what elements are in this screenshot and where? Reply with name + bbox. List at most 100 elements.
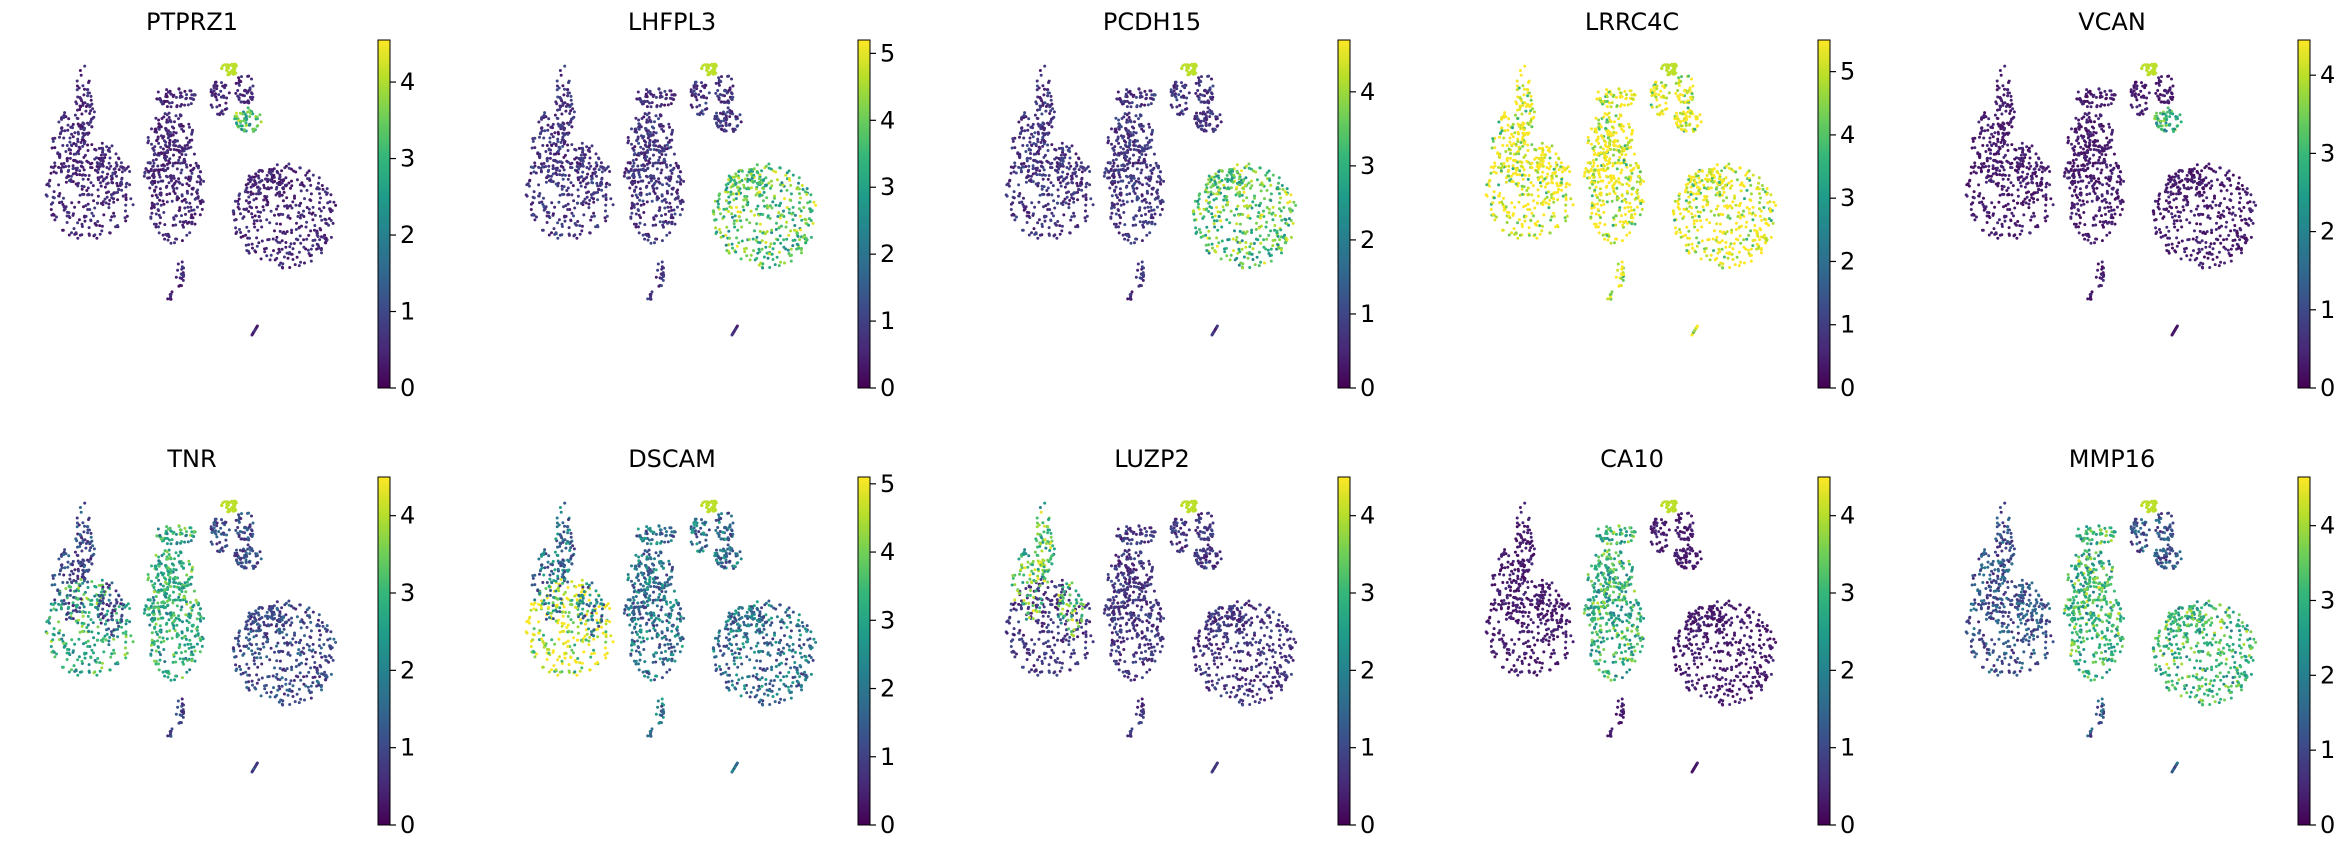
umap-point	[726, 99, 730, 103]
umap-point	[732, 198, 736, 202]
umap-point	[1278, 192, 1281, 196]
umap-point	[191, 216, 195, 220]
umap-point	[578, 181, 582, 185]
umap-point	[1045, 189, 1049, 192]
umap-point	[717, 83, 721, 87]
umap-point	[730, 242, 734, 246]
umap-point	[168, 101, 171, 105]
umap-point	[1569, 197, 1573, 201]
umap-point	[1031, 126, 1034, 130]
umap-point	[1125, 95, 1129, 99]
umap-point	[1564, 198, 1568, 202]
umap-point	[587, 190, 590, 194]
umap-point	[121, 194, 125, 198]
umap-point	[656, 268, 660, 272]
umap-point	[1106, 169, 1110, 173]
umap-point	[636, 164, 640, 168]
umap-point	[569, 98, 573, 102]
umap-point	[165, 150, 169, 154]
umap-point	[86, 186, 90, 190]
umap-point	[1111, 172, 1115, 176]
umap-point	[1117, 151, 1121, 155]
umap-point	[1235, 207, 1238, 211]
umap-point	[1279, 248, 1283, 252]
umap-point	[540, 162, 543, 166]
umap-point	[158, 192, 162, 196]
umap-point	[1271, 211, 1275, 215]
umap-point	[98, 181, 102, 185]
umap-point	[737, 180, 741, 184]
umap-point	[54, 171, 58, 175]
umap-point	[193, 222, 197, 226]
umap-point	[1271, 205, 1275, 209]
umap-point	[1047, 226, 1051, 230]
umap-point	[247, 210, 251, 213]
umap-point	[797, 181, 800, 185]
umap-point	[559, 164, 563, 168]
umap-point	[1254, 203, 1258, 207]
umap-point	[165, 95, 169, 99]
umap-point	[271, 180, 275, 184]
umap-point	[89, 109, 93, 113]
umap-point	[1038, 173, 1042, 177]
umap-point	[1110, 142, 1113, 146]
umap-point	[569, 219, 573, 223]
umap-point	[247, 251, 251, 255]
umap-point	[562, 205, 565, 209]
umap-point	[1046, 186, 1050, 190]
umap-point	[299, 260, 303, 264]
umap-point	[307, 233, 311, 237]
umap-point	[626, 141, 630, 145]
umap-point	[1254, 228, 1258, 231]
umap-point	[1552, 211, 1556, 215]
umap-point	[1066, 148, 1070, 152]
umap-point	[157, 122, 161, 126]
umap-point	[635, 139, 639, 142]
umap-point	[650, 179, 653, 183]
umap-point	[751, 237, 755, 241]
umap-point	[79, 141, 83, 144]
umap-point	[788, 178, 792, 182]
umap-point	[1027, 233, 1031, 237]
umap-point	[1134, 139, 1138, 143]
umap-point	[577, 156, 581, 160]
umap-point	[547, 168, 551, 172]
umap-point	[787, 211, 791, 215]
umap-point	[269, 209, 273, 213]
umap-point	[588, 231, 592, 235]
umap-point	[1204, 124, 1208, 127]
umap-point	[159, 100, 163, 104]
umap-point	[1207, 174, 1211, 178]
umap-point	[739, 120, 743, 124]
umap-point	[695, 84, 699, 88]
umap-point	[66, 128, 70, 132]
umap-point	[1031, 164, 1035, 168]
umap-point	[275, 256, 279, 260]
umap-point	[561, 121, 565, 125]
umap-point	[184, 219, 188, 223]
umap-point	[735, 236, 739, 240]
umap-point	[783, 197, 786, 201]
umap-point	[1125, 129, 1129, 133]
umap-point	[547, 164, 551, 168]
umap-point	[566, 202, 570, 206]
umap-point	[284, 164, 288, 168]
umap-point	[678, 170, 682, 174]
umap-point	[1074, 225, 1078, 229]
umap-point	[1050, 125, 1054, 129]
umap-point	[1284, 241, 1288, 245]
umap-point	[1146, 177, 1150, 181]
umap-point	[1197, 197, 1201, 201]
umap-point	[1492, 190, 1496, 194]
umap-point	[157, 231, 161, 235]
umap-point	[152, 205, 156, 209]
umap-point	[245, 225, 249, 229]
umap-point	[1186, 73, 1190, 77]
umap-point	[552, 227, 556, 231]
umap-point	[778, 166, 782, 170]
umap-point	[180, 95, 184, 99]
umap-point	[796, 243, 800, 247]
umap-point	[1117, 118, 1121, 122]
umap-point	[1027, 168, 1031, 172]
umap-point	[1053, 206, 1057, 210]
